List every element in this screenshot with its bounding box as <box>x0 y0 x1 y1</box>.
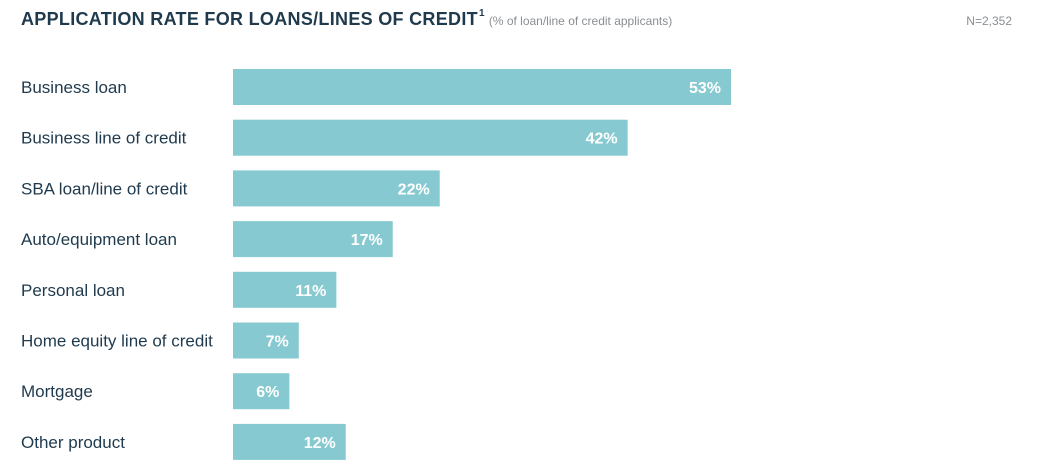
bar <box>233 170 440 207</box>
category-label: Mortgage <box>21 382 93 401</box>
sample-size-label: N=2,352 <box>966 14 1012 28</box>
bar-row: Auto/equipment loan 17% <box>21 221 393 258</box>
bar <box>233 271 337 308</box>
value-label: 17% <box>351 232 383 249</box>
bar-row: Home equity line of credit 7% <box>21 322 299 359</box>
chart-title: APPLICATION RATE FOR LOANS/LINES OF CRED… <box>21 8 673 30</box>
category-label: Personal loan <box>21 281 125 300</box>
value-label: 11% <box>295 283 326 300</box>
value-label: 6% <box>256 384 279 401</box>
category-label: Other product <box>21 433 125 452</box>
footnote-mark: 1 <box>478 8 485 19</box>
bar <box>233 423 346 460</box>
bar <box>233 373 290 410</box>
bar <box>233 322 299 359</box>
bar-row: Other product 12% <box>21 423 346 460</box>
chart-title-text: APPLICATION RATE FOR LOANS/LINES OF CRED… <box>21 9 478 29</box>
bar-row: Personal loan 11% <box>21 271 337 308</box>
value-label: 12% <box>304 435 336 452</box>
category-label: SBA loan/line of credit <box>21 179 188 198</box>
chart-header: APPLICATION RATE FOR LOANS/LINES OF CRED… <box>21 6 1021 36</box>
value-label: 53% <box>689 80 721 97</box>
chart-subtitle: (% of loan/line of credit applicants) <box>488 14 673 28</box>
category-label: Business line of credit <box>21 129 187 148</box>
bar <box>233 69 731 105</box>
category-label: Business loan <box>21 78 127 97</box>
bar <box>233 119 628 156</box>
bar-row: Business loan 53% <box>21 69 731 105</box>
category-label: Auto/equipment loan <box>21 230 177 249</box>
value-label: 22% <box>398 181 430 198</box>
bar-row: Mortgage 6% <box>21 373 290 410</box>
bar-row: Business line of credit 42% <box>21 119 628 156</box>
bar <box>233 221 393 258</box>
category-label: Home equity line of credit <box>21 332 213 351</box>
bar-row: SBA loan/line of credit 22% <box>21 170 440 207</box>
value-label: 42% <box>586 131 618 148</box>
value-label: 7% <box>266 334 289 351</box>
